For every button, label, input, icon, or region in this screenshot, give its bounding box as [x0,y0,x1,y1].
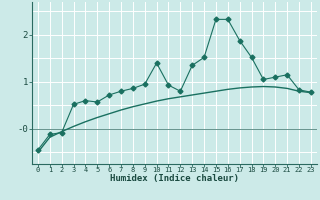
X-axis label: Humidex (Indice chaleur): Humidex (Indice chaleur) [110,174,239,183]
